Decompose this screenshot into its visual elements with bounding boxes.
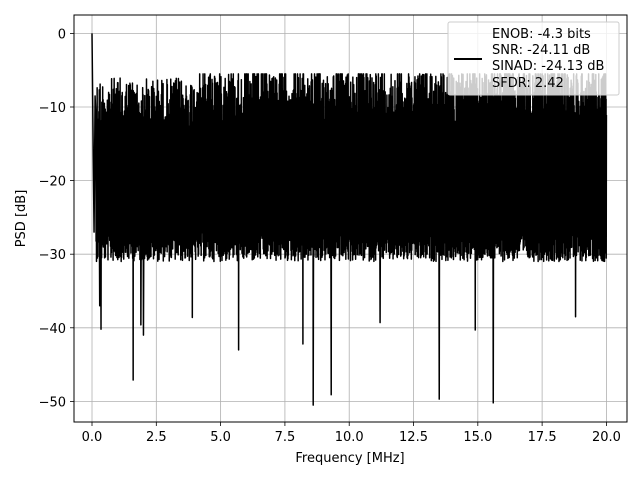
y-axis-label: PSD [dB] [14, 190, 29, 248]
x-tick-label: 12.5 [399, 430, 428, 445]
plot-area [91, 33, 608, 406]
x-tick-label: 15.0 [463, 430, 492, 445]
x-tick-label: 10.0 [335, 430, 364, 445]
y-tick-label: −10 [39, 101, 66, 116]
y-tick-label: −40 [39, 322, 66, 337]
y-tick-label: −30 [39, 248, 66, 263]
y-tick-label: −20 [39, 175, 66, 190]
x-tick-label: 0.0 [82, 430, 103, 445]
axes-frame [73, 14, 628, 423]
x-tick-label: 20.0 [592, 430, 621, 445]
x-axis-label: Frequency [MHz] [295, 451, 404, 466]
legend-entry-sfdr: SFDR: 2.42 [492, 76, 564, 91]
x-tick-label: 2.5 [146, 430, 167, 445]
legend-entry-enob: ENOB: -4.3 bits [492, 27, 591, 42]
x-tick-label: 5.0 [210, 430, 231, 445]
y-tick-label: −50 [39, 395, 66, 410]
legend-entry-snr: SNR: -24.11 dB [492, 43, 590, 58]
axis-ticks: 0.0 2.5 5.0 7.5 10.0 12.5 15.0 17.5 20.0 0 −10 −20 −… [39, 27, 621, 445]
x-tick-label: 17.5 [528, 430, 557, 445]
y-tick-label: 0 [58, 27, 66, 42]
legend: ENOB: -4.3 bits SNR: -24.11 dB SINAD: -2… [447, 21, 620, 96]
legend-entry-sinad: SINAD: -24.13 dB [492, 59, 604, 74]
psd-series-line [91, 33, 608, 406]
x-tick-label: 7.5 [275, 430, 296, 445]
legend-box [447, 21, 620, 96]
